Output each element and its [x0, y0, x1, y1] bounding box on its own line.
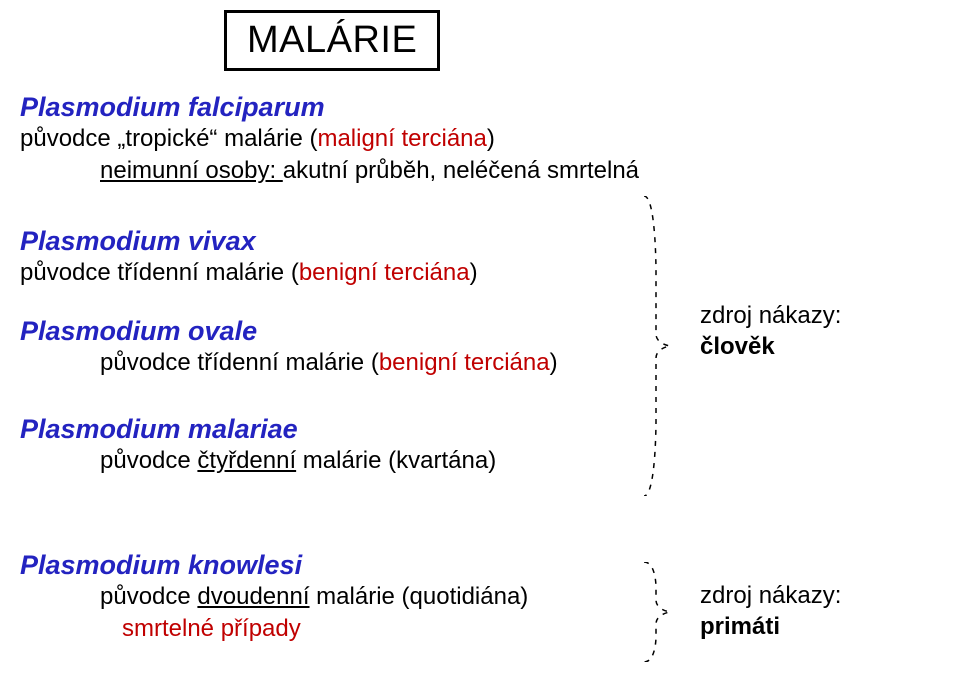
knowlesi-line1-underlined: dvoudenní — [197, 583, 309, 610]
species-name-malariae: Plasmodium malariae — [20, 414, 496, 445]
falciparum-line1-close: ) — [487, 125, 495, 152]
knowlesi-line1-prefix: původce — [100, 583, 197, 610]
label-clovek-line1: zdroj nákazy: — [700, 300, 841, 331]
species-name-vivax: Plasmodium vivax — [20, 226, 478, 257]
brace-large — [640, 196, 680, 496]
label-primati: zdroj nákazy: primáti — [700, 580, 841, 642]
malariae-line1-prefix: původce — [100, 447, 197, 474]
malariae-line1-rest: malárie (kvartána) — [296, 447, 496, 474]
falciparum-line2: neimunní osoby: akutní průběh, neléčená … — [100, 155, 639, 187]
falciparum-line1-black: původce „tropické“ malárie ( — [20, 125, 317, 152]
species-name-knowlesi: Plasmodium knowlesi — [20, 550, 528, 581]
block-malariae: Plasmodium malariae původce čtyřdenní ma… — [20, 414, 496, 477]
label-primati-line1: zdroj nákazy: — [700, 580, 841, 611]
block-falciparum: Plasmodium falciparum původce „tropické“… — [20, 92, 639, 188]
species-name-ovale: Plasmodium ovale — [20, 316, 558, 347]
vivax-line1-black: původce třídenní malárie ( — [20, 259, 299, 286]
falciparum-line2-rest: akutní průběh, neléčená smrtelná — [283, 157, 639, 184]
falciparum-line1: původce „tropické“ malárie (maligní terc… — [20, 123, 639, 155]
malariae-line1: původce čtyřdenní malárie (kvartána) — [100, 445, 496, 477]
block-ovale: Plasmodium ovale původce třídenní malári… — [20, 316, 558, 379]
block-knowlesi: Plasmodium knowlesi původce dvoudenní ma… — [20, 550, 528, 646]
species-name-falciparum: Plasmodium falciparum — [20, 92, 639, 123]
vivax-line1-close: ) — [470, 259, 478, 286]
knowlesi-line1-rest: malárie (quotidiána) — [310, 583, 529, 610]
brace-small — [640, 562, 680, 662]
label-primati-line2: primáti — [700, 611, 841, 642]
vivax-line1-red: benigní terciána — [299, 259, 470, 286]
falciparum-line1-red: maligní terciána — [317, 125, 486, 152]
brace-large-svg — [640, 196, 680, 496]
label-clovek: zdroj nákazy: člověk — [700, 300, 841, 362]
ovale-line1-black: původce třídenní malárie ( — [100, 349, 379, 376]
ovale-line1: původce třídenní malárie (benigní terciá… — [100, 347, 558, 379]
brace-small-svg — [640, 562, 680, 662]
ovale-line1-red: benigní terciána — [379, 349, 550, 376]
page-title-box: MALÁRIE — [224, 10, 440, 71]
falciparum-line2-prefix: neimunní osoby: — [100, 157, 283, 184]
malariae-line1-underlined: čtyřdenní — [197, 447, 296, 474]
block-vivax: Plasmodium vivax původce třídenní malári… — [20, 226, 478, 289]
vivax-line1: původce třídenní malárie (benigní terciá… — [20, 257, 478, 289]
knowlesi-line2: smrtelné případy — [122, 613, 528, 645]
label-clovek-line2: člověk — [700, 331, 841, 362]
page-title: MALÁRIE — [247, 19, 417, 61]
ovale-line1-close: ) — [550, 349, 558, 376]
knowlesi-line1: původce dvoudenní malárie (quotidiána) — [100, 581, 528, 613]
